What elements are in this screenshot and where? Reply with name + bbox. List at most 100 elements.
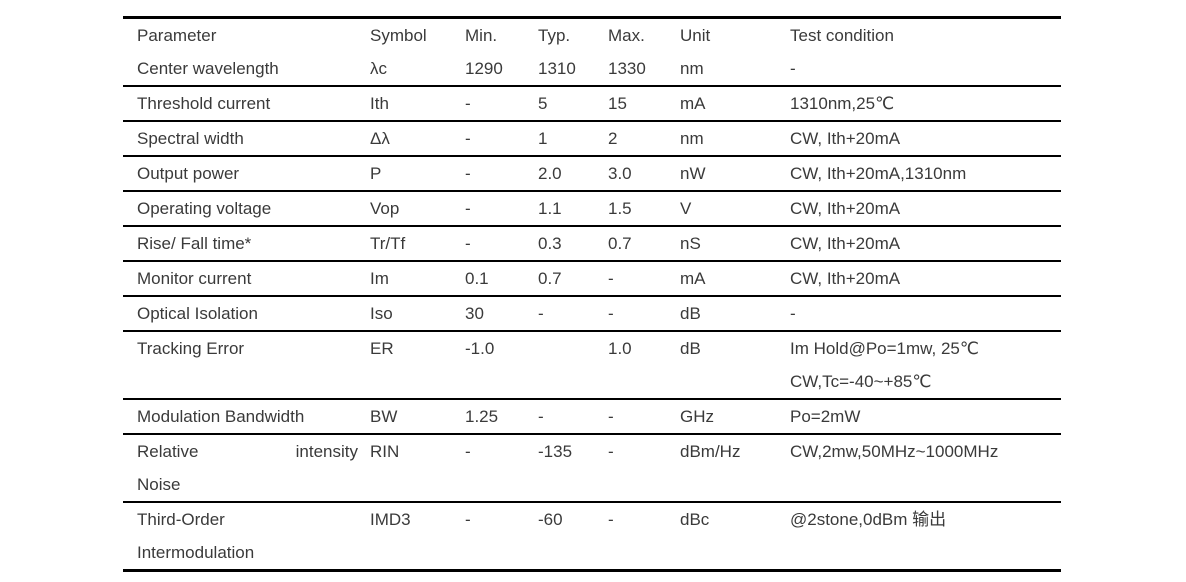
cell-min: 1290 bbox=[465, 59, 503, 78]
table-row: Output power P - 2.0 3.0 nW CW, Ith+20mA… bbox=[123, 156, 1061, 191]
cell-parameter: Threshold current bbox=[137, 94, 271, 113]
cell-symbol: Im bbox=[370, 269, 389, 288]
parameter-line-1: Relative intensity bbox=[137, 435, 370, 468]
column-header-max: Max. bbox=[608, 26, 645, 45]
cell-min: - bbox=[465, 234, 471, 253]
cell-min: 0.1 bbox=[465, 269, 489, 288]
cell-parameter: Optical Isolation bbox=[137, 304, 258, 323]
cell-min: -1.0 bbox=[465, 339, 495, 358]
table-row: Optical Isolation Iso 30 - - dB - bbox=[123, 296, 1061, 331]
table-row: Operating voltage Vop - 1.1 1.5 V CW, It… bbox=[123, 191, 1061, 226]
cell-min: - bbox=[465, 442, 471, 461]
cell-symbol: Ith bbox=[370, 94, 389, 113]
cell-condition: CW,2mw,50MHz~1000MHz bbox=[790, 442, 999, 461]
cell-unit: V bbox=[680, 199, 692, 218]
cell-condition: CW, Ith+20mA bbox=[790, 129, 901, 148]
condition-line-2: CW,Tc=-40~+85℃ bbox=[790, 372, 932, 391]
cell-min: 30 bbox=[465, 304, 484, 323]
parameter-line-2: Noise bbox=[137, 475, 181, 494]
cell-max: 1.0 bbox=[608, 339, 632, 358]
cell-min: - bbox=[465, 510, 471, 529]
cell-typ: 0.7 bbox=[538, 269, 562, 288]
cell-symbol: Iso bbox=[370, 304, 393, 323]
cell-symbol: BW bbox=[370, 407, 398, 426]
table-row: Monitor current Im 0.1 0.7 - mA CW, Ith+… bbox=[123, 261, 1061, 296]
cell-min: - bbox=[465, 129, 471, 148]
cell-symbol: ER bbox=[370, 339, 394, 358]
cell-condition: CW, Ith+20mA bbox=[790, 199, 901, 218]
cell-parameter: Monitor current bbox=[137, 269, 252, 288]
cell-unit: nW bbox=[680, 164, 706, 183]
column-header-unit: Unit bbox=[680, 26, 711, 45]
parameter-line-1: Third-Order bbox=[137, 510, 225, 529]
cell-max: 1.5 bbox=[608, 199, 632, 218]
cell-parameter: Tracking Error bbox=[137, 339, 245, 358]
cell-unit: dBm/Hz bbox=[680, 442, 741, 461]
table-row: Relative intensity Noise RIN - -135 - dB… bbox=[123, 434, 1061, 502]
cell-parameter: Spectral width bbox=[137, 129, 244, 148]
cell-parameter: Modulation Bandwidth bbox=[137, 407, 305, 426]
cell-symbol: Tr/Tf bbox=[370, 234, 406, 253]
cell-max: 1330 bbox=[608, 59, 646, 78]
table-row: Rise/ Fall time* Tr/Tf - 0.3 0.7 nS CW, … bbox=[123, 226, 1061, 261]
cell-condition: 1310nm,25℃ bbox=[790, 94, 895, 113]
cell-parameter: Relative intensity Noise bbox=[123, 434, 370, 502]
cell-typ: 1 bbox=[538, 129, 548, 148]
cell-condition: @2stone,0dBm 输出 bbox=[790, 510, 947, 529]
cell-min: 1.25 bbox=[465, 407, 499, 426]
cell-symbol: RIN bbox=[370, 442, 400, 461]
cell-condition: Po=2mW bbox=[790, 407, 861, 426]
cell-typ: 1310 bbox=[538, 59, 576, 78]
cell-typ: 1.1 bbox=[538, 199, 562, 218]
cell-typ: - bbox=[538, 407, 544, 426]
cell-condition: - bbox=[790, 59, 796, 78]
table-row: Third-Order Intermodulation IMD3 - -60 -… bbox=[123, 502, 1061, 571]
column-header-parameter: Parameter bbox=[137, 26, 217, 45]
cell-max: 2 bbox=[608, 129, 618, 148]
spec-table: Parameter Symbol Min. Typ. Max. Unit Tes… bbox=[123, 16, 1061, 572]
cell-unit: dBc bbox=[680, 510, 710, 529]
table-header-row: Parameter Symbol Min. Typ. Max. Unit Tes… bbox=[123, 18, 1061, 53]
cell-max: - bbox=[608, 442, 614, 461]
cell-typ: 5 bbox=[538, 94, 548, 113]
column-header-symbol: Symbol bbox=[370, 26, 427, 45]
cell-unit: dB bbox=[680, 339, 701, 358]
cell-max: - bbox=[608, 304, 614, 323]
cell-condition: CW, Ith+20mA,1310nm bbox=[790, 164, 967, 183]
parameter-line-2: Intermodulation bbox=[137, 543, 255, 562]
cell-parameter: Output power bbox=[137, 164, 240, 183]
table-row: Modulation Bandwidth BW 1.25 - - GHz Po=… bbox=[123, 399, 1061, 434]
cell-unit: GHz bbox=[680, 407, 714, 426]
table-row: Threshold current Ith - 5 15 mA 1310nm,2… bbox=[123, 86, 1061, 121]
cell-symbol: Vop bbox=[370, 199, 400, 218]
table-row: Center wavelength λc 1290 1310 1330 nm - bbox=[123, 52, 1061, 86]
cell-condition: Im Hold@Po=1mw, 25℃ CW,Tc=-40~+85℃ bbox=[790, 331, 1061, 399]
cell-symbol: IMD3 bbox=[370, 510, 411, 529]
cell-unit: mA bbox=[680, 94, 706, 113]
cell-unit: nm bbox=[680, 59, 704, 78]
cell-max: 3.0 bbox=[608, 164, 632, 183]
parameter-word-right: intensity bbox=[295, 442, 358, 461]
cell-unit: dB bbox=[680, 304, 701, 323]
cell-max: 15 bbox=[608, 94, 627, 113]
cell-unit: nS bbox=[680, 234, 701, 253]
column-header-typ: Typ. bbox=[538, 26, 571, 45]
cell-parameter: Operating voltage bbox=[137, 199, 272, 218]
cell-symbol: Δλ bbox=[370, 129, 390, 148]
cell-max: - bbox=[608, 407, 614, 426]
column-header-min: Min. bbox=[465, 26, 498, 45]
cell-condition: CW, Ith+20mA bbox=[790, 269, 901, 288]
cell-typ: -60 bbox=[538, 510, 563, 529]
cell-condition: CW, Ith+20mA bbox=[790, 234, 901, 253]
table-row: Spectral width Δλ - 1 2 nm CW, Ith+20mA bbox=[123, 121, 1061, 156]
cell-typ: 2.0 bbox=[538, 164, 562, 183]
cell-min: - bbox=[465, 164, 471, 183]
cell-max: - bbox=[608, 510, 614, 529]
cell-min: - bbox=[465, 94, 471, 113]
cell-parameter: Center wavelength bbox=[137, 59, 279, 78]
cell-parameter: Third-Order Intermodulation bbox=[123, 502, 370, 571]
column-header-test-condition: Test condition bbox=[790, 26, 894, 45]
cell-condition: - bbox=[790, 304, 796, 323]
table-row: Tracking Error ER -1.0 1.0 dB Im Hold@Po… bbox=[123, 331, 1061, 399]
